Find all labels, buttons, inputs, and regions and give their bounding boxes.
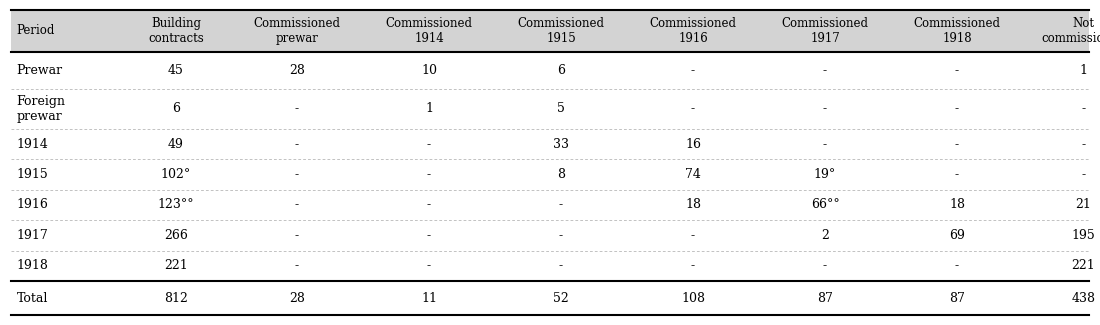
Text: 108: 108 bbox=[681, 292, 705, 305]
Text: -: - bbox=[427, 259, 431, 272]
Text: 66°°: 66°° bbox=[811, 199, 839, 212]
Text: -: - bbox=[1081, 138, 1086, 151]
Text: -: - bbox=[427, 229, 431, 242]
Text: 6: 6 bbox=[557, 64, 565, 77]
Text: -: - bbox=[823, 102, 827, 115]
Text: 195: 195 bbox=[1071, 229, 1096, 242]
Text: Commissioned
1914: Commissioned 1914 bbox=[385, 17, 473, 45]
Text: 1916: 1916 bbox=[16, 199, 48, 212]
Text: 45: 45 bbox=[168, 64, 184, 77]
Text: Commissioned
1916: Commissioned 1916 bbox=[649, 17, 737, 45]
Text: Commissioned
1915: Commissioned 1915 bbox=[517, 17, 605, 45]
Text: -: - bbox=[1081, 102, 1086, 115]
Text: 266: 266 bbox=[164, 229, 188, 242]
Text: 11: 11 bbox=[421, 292, 437, 305]
Text: -: - bbox=[295, 138, 299, 151]
Text: 1914: 1914 bbox=[16, 138, 48, 151]
Text: -: - bbox=[427, 168, 431, 181]
Text: 28: 28 bbox=[289, 292, 305, 305]
Text: -: - bbox=[295, 102, 299, 115]
Text: -: - bbox=[955, 168, 959, 181]
Text: -: - bbox=[691, 229, 695, 242]
Text: 2: 2 bbox=[821, 229, 829, 242]
Text: 1: 1 bbox=[1079, 64, 1088, 77]
Text: 33: 33 bbox=[553, 138, 569, 151]
Text: 69: 69 bbox=[949, 229, 965, 242]
Text: -: - bbox=[955, 102, 959, 115]
Text: -: - bbox=[823, 259, 827, 272]
Text: Commissioned
prewar: Commissioned prewar bbox=[253, 17, 341, 45]
Text: -: - bbox=[427, 138, 431, 151]
Text: 123°°: 123°° bbox=[157, 199, 195, 212]
Text: Not
commissioned: Not commissioned bbox=[1042, 17, 1100, 45]
Text: -: - bbox=[691, 102, 695, 115]
Text: 19°: 19° bbox=[814, 168, 836, 181]
Text: 74: 74 bbox=[685, 168, 701, 181]
Text: Period: Period bbox=[16, 24, 55, 37]
Text: 8: 8 bbox=[557, 168, 565, 181]
Text: -: - bbox=[427, 199, 431, 212]
Text: 221: 221 bbox=[1071, 259, 1096, 272]
Text: 1: 1 bbox=[425, 102, 433, 115]
Text: Commissioned
1917: Commissioned 1917 bbox=[781, 17, 869, 45]
Text: -: - bbox=[691, 64, 695, 77]
Text: 18: 18 bbox=[685, 199, 701, 212]
Text: -: - bbox=[559, 199, 563, 212]
Text: 18: 18 bbox=[949, 199, 965, 212]
Text: 28: 28 bbox=[289, 64, 305, 77]
Text: 87: 87 bbox=[949, 292, 965, 305]
Text: 1917: 1917 bbox=[16, 229, 48, 242]
Text: -: - bbox=[955, 64, 959, 77]
Text: 87: 87 bbox=[817, 292, 833, 305]
Text: -: - bbox=[1081, 168, 1086, 181]
Text: 6: 6 bbox=[172, 102, 180, 115]
Text: -: - bbox=[295, 168, 299, 181]
Text: Prewar: Prewar bbox=[16, 64, 63, 77]
Text: Foreign
prewar: Foreign prewar bbox=[16, 95, 66, 123]
Text: 52: 52 bbox=[553, 292, 569, 305]
Text: -: - bbox=[955, 138, 959, 151]
Text: 21: 21 bbox=[1076, 199, 1091, 212]
Text: 1918: 1918 bbox=[16, 259, 48, 272]
Text: -: - bbox=[559, 259, 563, 272]
Text: 438: 438 bbox=[1071, 292, 1096, 305]
Text: Building
contracts: Building contracts bbox=[148, 17, 204, 45]
Text: 812: 812 bbox=[164, 292, 188, 305]
Text: 102°: 102° bbox=[161, 168, 191, 181]
Text: 49: 49 bbox=[168, 138, 184, 151]
Text: -: - bbox=[295, 259, 299, 272]
Text: 1915: 1915 bbox=[16, 168, 48, 181]
Text: -: - bbox=[691, 259, 695, 272]
Text: -: - bbox=[955, 259, 959, 272]
Text: -: - bbox=[823, 64, 827, 77]
Text: 16: 16 bbox=[685, 138, 701, 151]
Text: 10: 10 bbox=[421, 64, 437, 77]
Text: 5: 5 bbox=[557, 102, 565, 115]
Text: Commissioned
1918: Commissioned 1918 bbox=[913, 17, 1001, 45]
Text: -: - bbox=[295, 229, 299, 242]
Text: -: - bbox=[295, 199, 299, 212]
Text: -: - bbox=[823, 138, 827, 151]
Text: 221: 221 bbox=[164, 259, 188, 272]
Text: Total: Total bbox=[16, 292, 48, 305]
Text: -: - bbox=[559, 229, 563, 242]
